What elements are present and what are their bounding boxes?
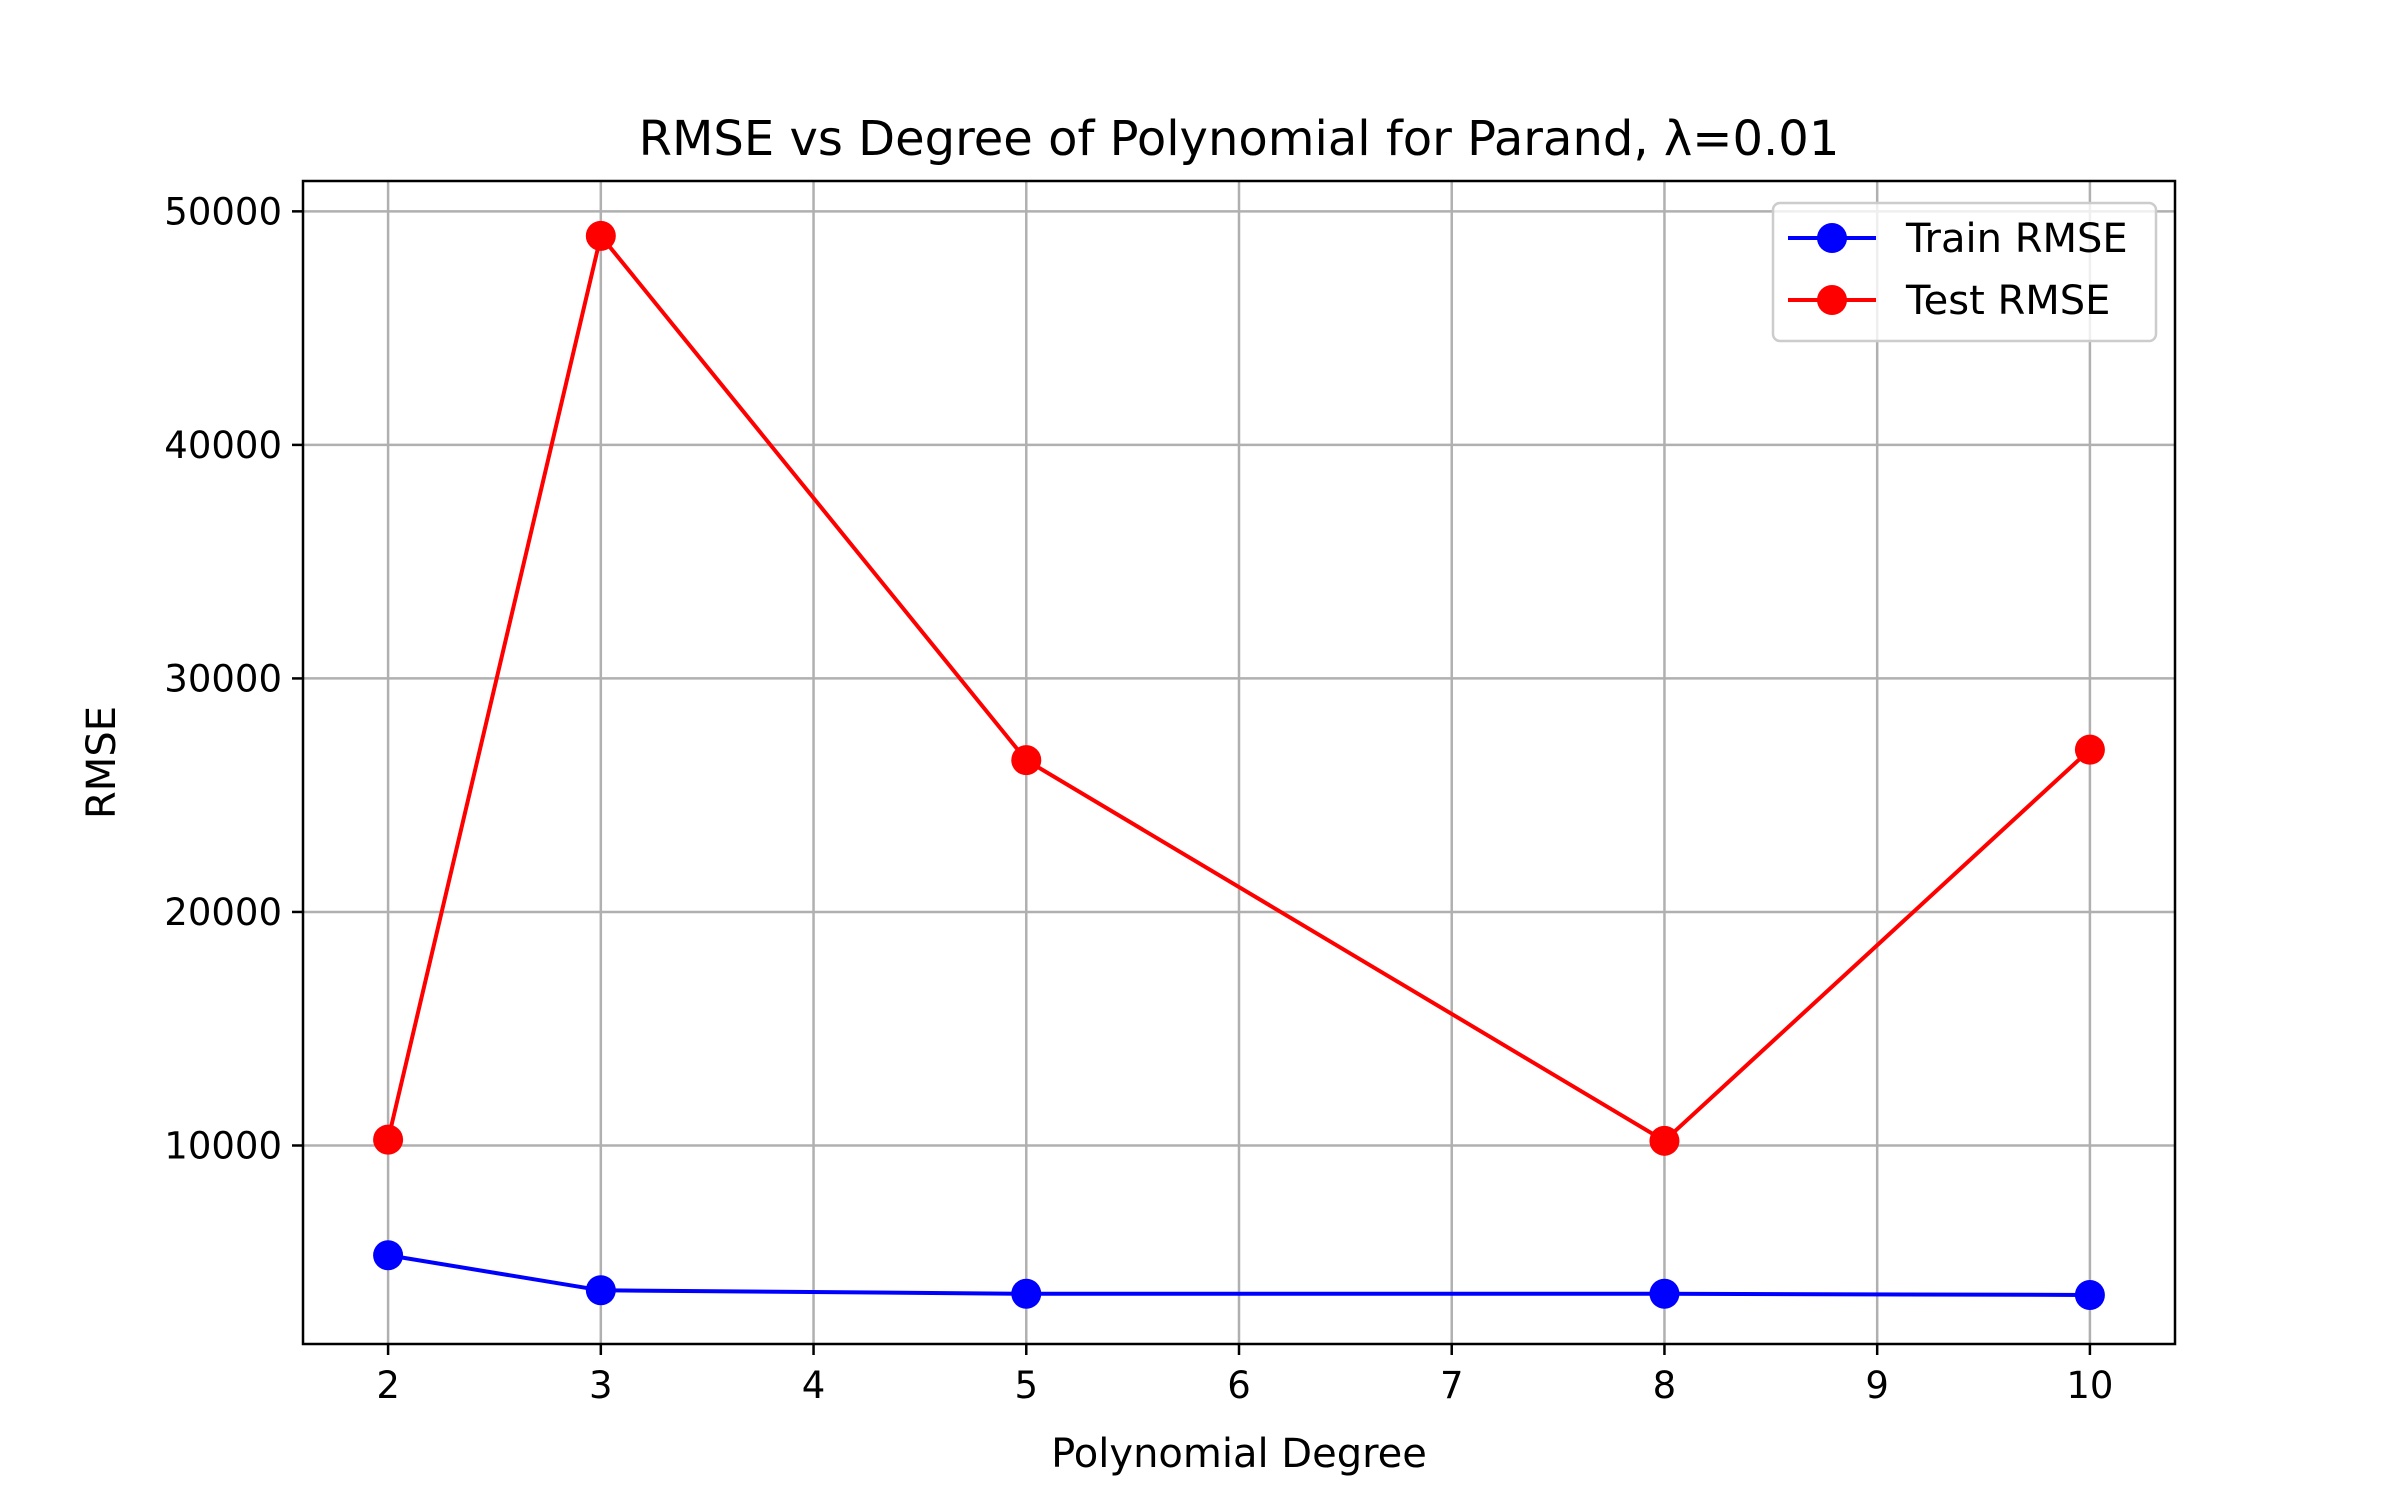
x-tick-label-9: 9 [1865, 1364, 1889, 1407]
point-test-3 [586, 221, 616, 251]
y-tick-label-50000: 50000 [164, 190, 282, 233]
point-train-5 [1011, 1279, 1041, 1309]
point-test-10 [2075, 735, 2105, 765]
ticks: 2 3 4 5 6 7 8 9 10 10000 20000 30000 40000 50000 [164, 190, 2113, 1407]
point-train-10 [2075, 1280, 2105, 1310]
legend-label-train: Train RMSE [1905, 216, 2128, 262]
x-tick-label-10: 10 [2066, 1364, 2113, 1407]
point-test-8 [1649, 1126, 1679, 1156]
x-tick-label-2: 2 [376, 1364, 400, 1407]
point-test-5 [1011, 745, 1041, 775]
point-test-2 [373, 1125, 403, 1155]
grid [303, 181, 2175, 1344]
x-tick-label-3: 3 [589, 1364, 613, 1407]
y-tick-label-10000: 10000 [164, 1124, 282, 1167]
point-train-8 [1649, 1279, 1679, 1309]
x-tick-label-5: 5 [1014, 1364, 1038, 1407]
legend-swatch-test-marker [1817, 285, 1847, 315]
x-tick-label-6: 6 [1227, 1364, 1251, 1407]
legend-label-test: Test RMSE [1905, 278, 2110, 324]
y-axis-label: RMSE [79, 706, 125, 819]
x-axis-label: Polynomial Degree [1051, 1431, 1427, 1477]
chart-title: RMSE vs Degree of Polynomial for Parand,… [639, 111, 1840, 167]
x-tick-label-4: 4 [802, 1364, 826, 1407]
point-train-3 [586, 1275, 616, 1305]
x-tick-label-8: 8 [1653, 1364, 1677, 1407]
legend-swatch-train-marker [1817, 223, 1847, 253]
y-tick-label-40000: 40000 [164, 424, 282, 467]
y-tick-label-30000: 30000 [164, 657, 282, 700]
y-tick-label-20000: 20000 [164, 891, 282, 934]
legend: Train RMSE Test RMSE [1773, 203, 2156, 341]
point-train-2 [373, 1240, 403, 1270]
x-tick-label-7: 7 [1440, 1364, 1464, 1407]
